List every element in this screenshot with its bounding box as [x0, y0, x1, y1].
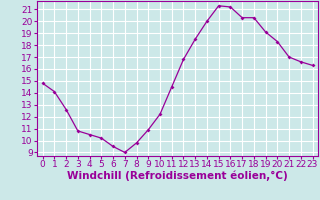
X-axis label: Windchill (Refroidissement éolien,°C): Windchill (Refroidissement éolien,°C)	[67, 171, 288, 181]
